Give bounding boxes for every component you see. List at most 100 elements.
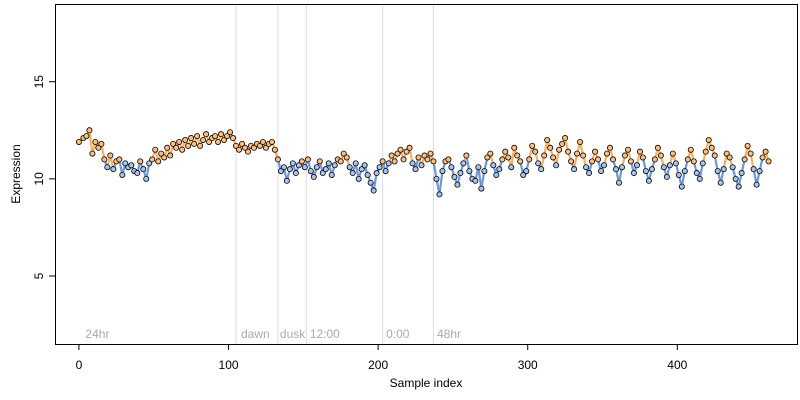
data-point: [711, 152, 718, 159]
data-point: [445, 156, 452, 163]
data-point: [765, 158, 772, 165]
data-point: [250, 144, 257, 151]
data-point: [358, 166, 365, 173]
data-point: [271, 146, 278, 153]
data-point: [481, 168, 488, 175]
data-point: [224, 133, 231, 140]
data-point: [406, 144, 413, 151]
data-point: [433, 175, 440, 182]
data-point: [636, 148, 643, 155]
data-point: [621, 152, 628, 159]
data-point: [451, 173, 458, 180]
x-tick-label: 100: [219, 358, 239, 372]
y-axis: 5 10 15: [32, 75, 56, 279]
data-point: [170, 140, 177, 147]
data-point: [149, 156, 156, 163]
data-point: [463, 152, 470, 159]
data-point: [738, 170, 745, 177]
data-point: [164, 144, 171, 151]
data-point: [553, 162, 560, 169]
data-point: [514, 152, 521, 159]
data-point: [328, 171, 335, 178]
data-point: [574, 150, 581, 157]
data-point: [397, 146, 404, 153]
data-point: [439, 168, 446, 175]
data-point: [666, 162, 673, 169]
data-point: [221, 136, 228, 143]
data-point: [286, 166, 293, 173]
data-point: [307, 168, 314, 175]
data-point: [403, 148, 410, 155]
data-point: [454, 181, 461, 188]
data-point: [367, 179, 374, 186]
data-point: [337, 158, 344, 165]
data-point: [107, 152, 114, 159]
data-point: [322, 166, 329, 173]
data-point: [325, 160, 332, 167]
data-point: [340, 150, 347, 157]
data-point: [589, 158, 596, 165]
data-point: [687, 146, 694, 153]
data-point: [310, 173, 317, 180]
phase-dividers: [235, 4, 434, 344]
data-point: [277, 168, 284, 175]
data-point: [639, 154, 646, 161]
data-point: [394, 150, 401, 157]
data-point: [562, 135, 569, 142]
data-point: [642, 168, 649, 175]
data-point: [301, 164, 308, 171]
data-point: [298, 158, 305, 165]
data-point: [571, 166, 578, 173]
phase-label: 0:00: [386, 327, 410, 341]
data-point: [699, 160, 706, 167]
data-point: [379, 158, 386, 165]
data-point: [648, 166, 655, 173]
data-point: [313, 164, 320, 171]
data-point: [75, 138, 82, 145]
data-point: [385, 160, 392, 167]
data-point: [98, 140, 105, 147]
x-tick-label: 200: [368, 358, 388, 372]
data-point: [705, 136, 712, 143]
data-point: [580, 152, 587, 159]
data-point: [352, 160, 359, 167]
data-point: [529, 142, 536, 149]
data-point: [346, 164, 353, 171]
data-point: [349, 170, 356, 177]
data-point: [188, 135, 195, 142]
data-point: [657, 152, 664, 159]
data-point: [532, 148, 539, 155]
data-point: [696, 175, 703, 182]
data-point: [122, 160, 129, 167]
data-point: [717, 179, 724, 186]
data-point: [230, 135, 237, 142]
data-point: [669, 150, 676, 157]
data-point: [604, 150, 611, 157]
data-point: [630, 170, 637, 177]
data-point: [448, 164, 455, 171]
data-point: [499, 156, 506, 163]
data-point: [388, 152, 395, 159]
data-point: [268, 138, 275, 145]
data-point: [565, 148, 572, 155]
data-point: [526, 156, 533, 163]
data-point: [475, 164, 482, 171]
data-point: [343, 154, 350, 161]
data-point: [179, 146, 186, 153]
x-axis-label: Sample index: [390, 376, 463, 390]
data-points: [75, 127, 772, 198]
data-point: [651, 156, 658, 163]
data-point: [191, 140, 198, 147]
data-point: [161, 154, 168, 161]
data-point: [155, 158, 162, 165]
data-point: [535, 160, 542, 167]
phase-label: 12:00: [310, 327, 340, 341]
data-point: [83, 133, 90, 140]
data-point: [672, 160, 679, 167]
data-point: [412, 166, 419, 173]
data-point: [601, 162, 608, 169]
data-point: [355, 175, 362, 182]
data-point: [732, 175, 739, 182]
x-tick-label: 400: [667, 358, 687, 372]
data-point: [559, 140, 566, 147]
